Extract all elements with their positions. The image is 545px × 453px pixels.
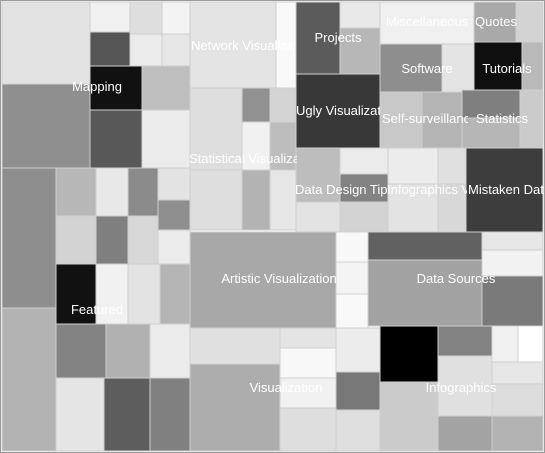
treemap-tile-12[interactable]	[141, 109, 191, 169]
treemap-tile-1[interactable]	[1, 1, 91, 85]
treemap-tile-64[interactable]	[55, 323, 107, 379]
treemap-tile-5[interactable]	[89, 31, 131, 67]
treemap-tile-4[interactable]	[161, 1, 191, 35]
treemap-tile-11[interactable]	[89, 109, 143, 169]
treemap-tile-63[interactable]	[1, 307, 57, 452]
treemap-tile-46[interactable]	[387, 183, 439, 233]
treemap-tile-62[interactable]	[159, 263, 191, 325]
treemap-tile-27[interactable]	[379, 1, 475, 45]
treemap-tile-87[interactable]	[335, 409, 381, 452]
treemap-tile-25[interactable]	[339, 27, 381, 75]
treemap-tile-23[interactable]	[295, 1, 341, 75]
treemap-tile-33[interactable]	[521, 41, 544, 91]
treemap-tile-59[interactable]	[55, 263, 97, 325]
treemap-tile-75[interactable]	[481, 231, 544, 251]
treemap-tile-47[interactable]	[437, 183, 467, 233]
treemap-tile-29[interactable]	[515, 1, 544, 45]
treemap-tile-74[interactable]	[367, 231, 483, 261]
treemap-tile-79[interactable]	[189, 327, 281, 365]
treemap-tile-13[interactable]	[189, 1, 277, 89]
treemap-tile-84[interactable]	[279, 377, 337, 409]
treemap-tile-97[interactable]	[491, 415, 544, 452]
treemap-tile-55[interactable]	[55, 215, 97, 265]
treemap-tile-73[interactable]	[335, 293, 369, 329]
treemap-tile-76[interactable]	[481, 249, 544, 277]
treemap-tile-49[interactable]	[1, 167, 57, 309]
treemap-tile-80[interactable]	[279, 327, 337, 349]
treemap-tile-39[interactable]	[295, 147, 341, 203]
treemap-tile-58[interactable]	[157, 229, 191, 265]
treemap-tile-70[interactable]	[189, 231, 337, 329]
treemap-tile-83[interactable]	[189, 363, 281, 452]
treemap-tile-26[interactable]	[295, 73, 381, 149]
treemap-tile-95[interactable]	[379, 381, 439, 452]
treemap-tile-10[interactable]	[141, 65, 191, 111]
treemap-tile-31[interactable]	[441, 43, 475, 93]
treemap-tile-96[interactable]	[437, 415, 493, 452]
treemap-tile-81[interactable]	[279, 347, 337, 379]
treemap-tile-51[interactable]	[95, 167, 129, 217]
treemap-tile-41[interactable]	[339, 173, 389, 203]
treemap-tile-91[interactable]	[517, 325, 544, 363]
treemap-tile-40[interactable]	[339, 147, 389, 175]
treemap-tile-72[interactable]	[335, 261, 369, 295]
treemap-tile-78[interactable]	[481, 275, 544, 327]
treemap-tile-94[interactable]	[491, 383, 544, 417]
treemap-tile-21[interactable]	[241, 169, 271, 231]
treemap-tile-19[interactable]	[269, 121, 297, 171]
treemap-tile-61[interactable]	[127, 263, 161, 325]
treemap-tile-34[interactable]	[379, 91, 423, 149]
treemap-tile-28[interactable]	[473, 1, 517, 43]
treemap-tile-15[interactable]	[189, 87, 243, 171]
treemap-tile-77[interactable]	[367, 259, 483, 327]
treemap-tile-2[interactable]	[89, 1, 131, 33]
treemap-tile-45[interactable]	[437, 147, 467, 185]
treemap-tile-32[interactable]	[473, 41, 523, 91]
treemap-tile-69[interactable]	[149, 377, 191, 452]
treemap-tile-3[interactable]	[129, 1, 163, 35]
treemap-tile-17[interactable]	[269, 87, 297, 123]
treemap-tile-90[interactable]	[491, 325, 519, 363]
treemap-tile-7[interactable]	[161, 33, 191, 67]
treemap-tile-8[interactable]	[1, 83, 91, 169]
treemap-tile-60[interactable]	[95, 263, 129, 325]
treemap-tile-52[interactable]	[127, 167, 159, 217]
treemap-tile-85[interactable]	[335, 371, 381, 411]
treemap-tile-86[interactable]	[279, 407, 337, 452]
treemap-tile-36[interactable]	[461, 89, 521, 119]
treemap-tile-24[interactable]	[339, 1, 381, 29]
treemap-tile-89[interactable]	[437, 325, 493, 357]
treemap-tile-68[interactable]	[103, 377, 151, 452]
treemap-tile-38[interactable]	[461, 117, 521, 149]
treemap-tile-42[interactable]	[295, 201, 341, 233]
treemap-tile-92[interactable]	[437, 355, 493, 417]
treemap-tile-82[interactable]	[335, 327, 381, 373]
treemap-tile-48[interactable]	[465, 147, 544, 233]
treemap-tile-9[interactable]	[89, 65, 143, 111]
treemap-tile-30[interactable]	[379, 43, 443, 93]
treemap-tile-66[interactable]	[149, 323, 191, 379]
treemap-tile-88[interactable]	[379, 325, 439, 383]
treemap-tile-16[interactable]	[241, 87, 271, 123]
treemap-tile-50[interactable]	[55, 167, 97, 217]
treemap-tile-53[interactable]	[157, 167, 191, 201]
treemap-tile-6[interactable]	[129, 33, 163, 67]
treemap-tile-93[interactable]	[491, 361, 544, 385]
treemap-tile-67[interactable]	[55, 377, 105, 452]
treemap-tile-20[interactable]	[189, 169, 243, 231]
treemap-tile-56[interactable]	[95, 215, 129, 265]
treemap-tile-54[interactable]	[157, 199, 191, 231]
treemap-tile-44[interactable]	[387, 147, 439, 185]
treemap-tile-71[interactable]	[335, 231, 369, 263]
treemap-tile-18[interactable]	[241, 121, 271, 171]
treemap-tile-22[interactable]	[269, 169, 297, 231]
treemap-tile-43[interactable]	[339, 201, 389, 233]
treemap-tile-57[interactable]	[127, 215, 159, 265]
treemap-tile-14[interactable]	[275, 1, 297, 89]
treemap-tile-37[interactable]	[519, 89, 544, 149]
treemap-tile-35[interactable]	[421, 91, 463, 149]
treemap-tile-65[interactable]	[105, 323, 151, 379]
